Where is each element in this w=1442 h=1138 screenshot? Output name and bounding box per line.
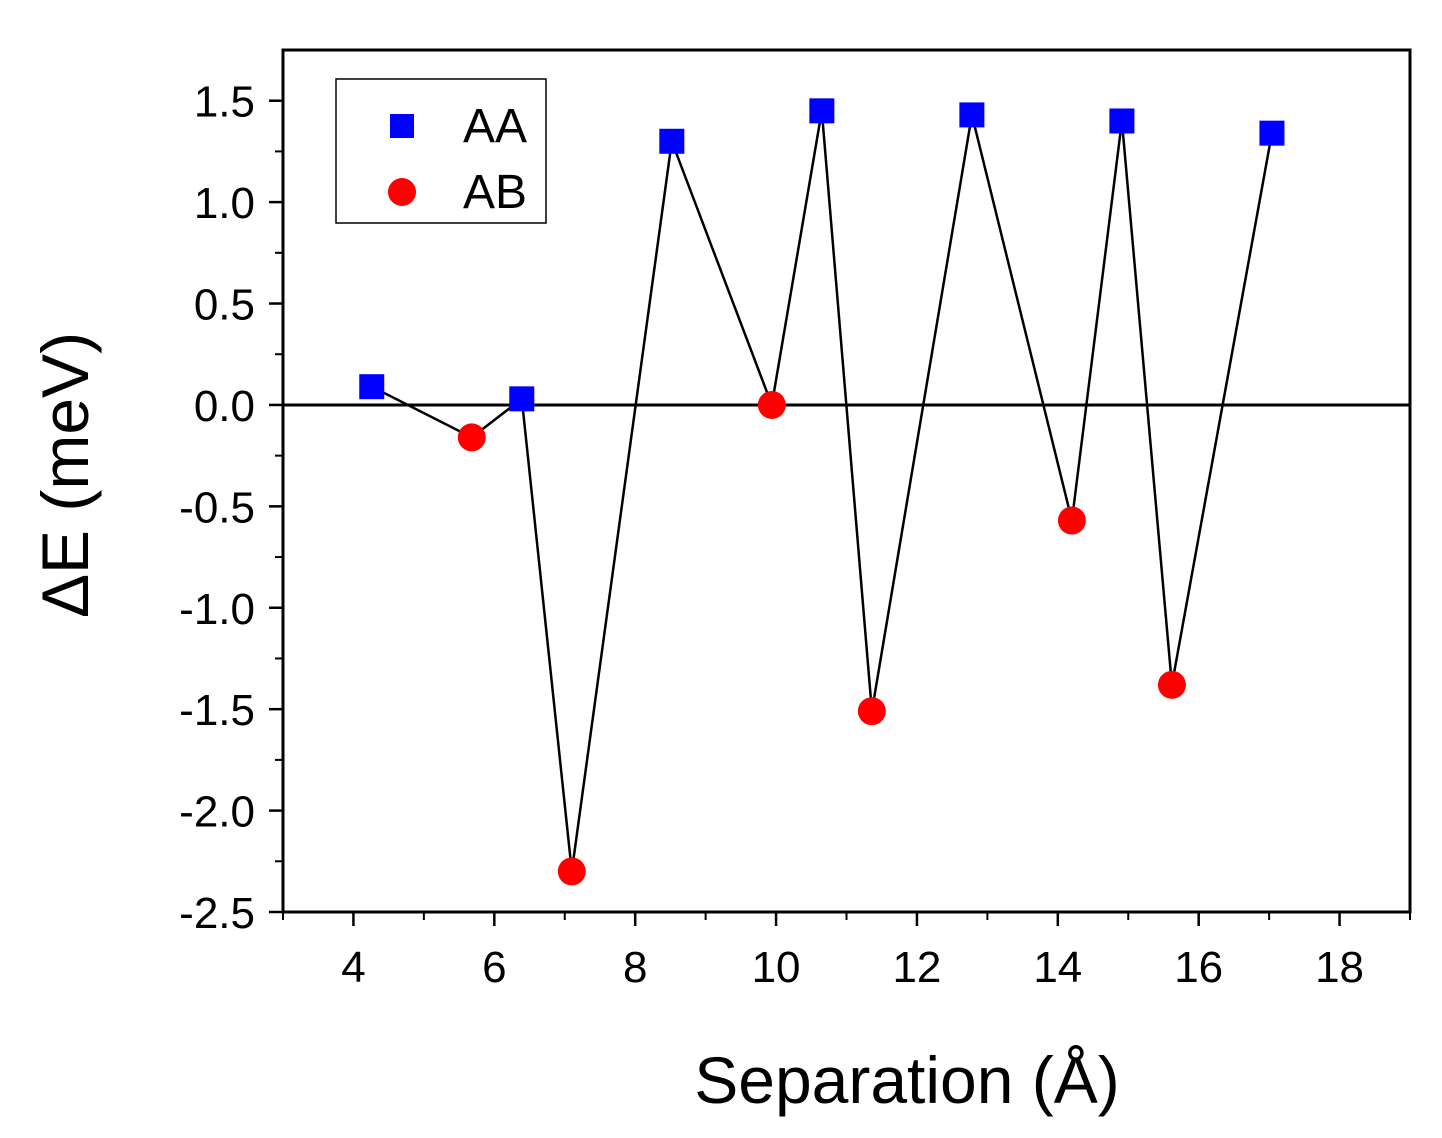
y-tick-label: -0.5 bbox=[179, 483, 255, 532]
y-tick-label: 1.5 bbox=[194, 78, 255, 127]
data-point-aa bbox=[959, 102, 985, 128]
connecting-line bbox=[371, 110, 1274, 872]
data-point-ab bbox=[1157, 670, 1186, 699]
x-tick-label: 14 bbox=[1033, 943, 1082, 992]
data-point-aa bbox=[1259, 120, 1285, 146]
data-point-aa bbox=[809, 98, 835, 124]
data-point-aa bbox=[359, 374, 385, 400]
legend-box bbox=[335, 78, 547, 224]
legend-marker-ab bbox=[388, 178, 416, 206]
data-point-ab bbox=[757, 390, 786, 419]
y-tick-label: -2.0 bbox=[179, 788, 255, 837]
y-tick-label: 0.0 bbox=[194, 382, 255, 431]
x-axis-title: Separation (Å) bbox=[694, 1043, 1120, 1117]
legend-label-ab: AB bbox=[463, 166, 527, 219]
y-axis-title: ΔE (meV) bbox=[28, 332, 102, 618]
x-tick-label: 8 bbox=[623, 943, 647, 992]
data-point-aa bbox=[509, 386, 535, 412]
data-point-aa bbox=[659, 128, 685, 154]
y-tick-label: -2.5 bbox=[179, 889, 255, 938]
data-point-ab bbox=[1057, 506, 1086, 535]
legend-label-aa: AA bbox=[463, 100, 527, 153]
x-tick-label: 6 bbox=[482, 943, 506, 992]
data-point-aa bbox=[1109, 108, 1135, 134]
y-tick-label: 1.0 bbox=[194, 179, 255, 228]
y-tick-label: 0.5 bbox=[194, 281, 255, 330]
x-tick-label: 10 bbox=[752, 943, 801, 992]
x-tick-label: 18 bbox=[1315, 943, 1364, 992]
legend: AA AB bbox=[335, 78, 547, 224]
y-tick-label: -1.5 bbox=[179, 686, 255, 735]
data-point-ab bbox=[857, 697, 886, 726]
x-tick-label: 16 bbox=[1174, 943, 1223, 992]
legend-marker-aa bbox=[390, 114, 414, 138]
x-tick-label: 4 bbox=[341, 943, 365, 992]
y-tick-label: -1.0 bbox=[179, 585, 255, 634]
data-point-ab bbox=[557, 857, 586, 886]
data-point-ab bbox=[457, 423, 486, 452]
x-tick-label: 12 bbox=[892, 943, 941, 992]
